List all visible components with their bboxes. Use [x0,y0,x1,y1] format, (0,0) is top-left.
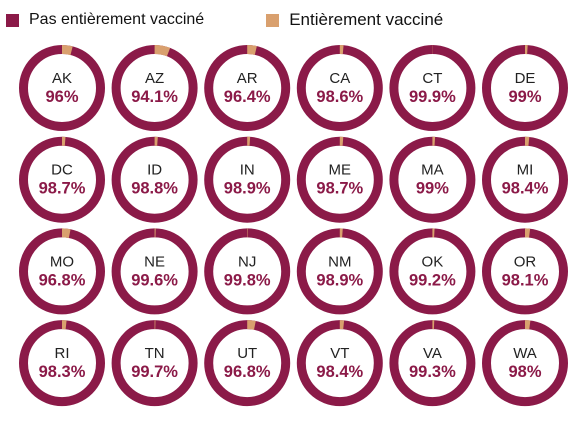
state-label-dc: DC [51,162,73,179]
state-label-mo: MO [50,253,74,270]
value-label-id: 98.8% [131,180,178,198]
value-label-in: 98.9% [224,180,271,198]
state-label-wa: WA [513,345,537,362]
value-label-ok: 99.2% [409,271,456,289]
slice-fully-vaccinated-mo [61,228,71,239]
state-label-ar: AR [237,70,258,87]
legend-swatch-fully-vaccinated [266,13,280,27]
state-label-id: ID [147,162,162,179]
state-label-vt: VT [330,345,349,362]
state-label-ut: UT [237,345,257,362]
state-label-ne: NE [144,253,165,270]
value-label-nm: 98.9% [316,271,363,289]
value-label-me: 98.7% [316,180,363,198]
slice-fully-vaccinated-ar [247,45,257,55]
value-label-wa: 98% [508,363,541,381]
state-label-ok: OK [422,253,444,270]
value-label-nj: 99.8% [224,271,271,289]
legend-label-fully-vaccinated: Entièrement vacciné [289,10,444,29]
value-label-ne: 99.6% [131,271,178,289]
legend-swatch-not-fully-vaccinated [6,13,19,27]
state-label-az: AZ [145,70,164,87]
state-label-ri: RI [55,345,70,362]
state-label-me: ME [329,162,352,179]
state-label-ma: MA [421,162,444,179]
value-label-va: 99.3% [409,363,456,381]
state-label-ca: CA [329,70,350,87]
value-label-ut: 96.8% [224,363,271,381]
value-label-ct: 99.9% [409,88,456,106]
slice-fully-vaccinated-ut [247,320,256,330]
state-label-ct: CT [422,70,442,87]
state-label-nm: NM [328,253,351,270]
state-label-in: IN [240,162,255,179]
state-label-ak: AK [52,70,72,87]
value-label-ak: 96% [45,88,78,106]
value-label-tn: 99.7% [131,363,178,381]
legend: Pas entièrement vacciné Entièrement vacc… [6,10,505,30]
legend-label-not-fully-vaccinated: Pas entièrement vacciné [29,11,205,28]
value-label-dc: 98.7% [39,180,86,198]
value-label-vt: 98.4% [316,363,363,381]
value-label-ca: 98.6% [316,88,363,106]
value-label-mo: 96.8% [39,271,86,289]
state-label-de: DE [515,70,536,87]
value-label-az: 94.1% [131,88,178,106]
state-label-tn: TN [145,345,165,362]
value-label-ma: 99% [416,180,449,198]
value-label-mi: 98.4% [502,180,549,198]
value-label-de: 99% [508,88,541,106]
state-label-mi: MI [517,162,534,179]
legend-item-not-fully-vaccinated: Pas entièrement vacciné [6,11,204,29]
slice-fully-vaccinated-ak [61,45,73,56]
state-label-or: OR [514,253,537,270]
value-label-ar: 96.4% [224,88,271,106]
state-label-nj: NJ [238,253,256,270]
value-label-ri: 98.3% [39,363,86,381]
state-label-va: VA [423,345,442,362]
value-label-or: 98.1% [502,271,549,289]
legend-item-fully-vaccinated: Entièrement vacciné [266,10,443,30]
slice-fully-vaccinated-az [154,45,171,57]
